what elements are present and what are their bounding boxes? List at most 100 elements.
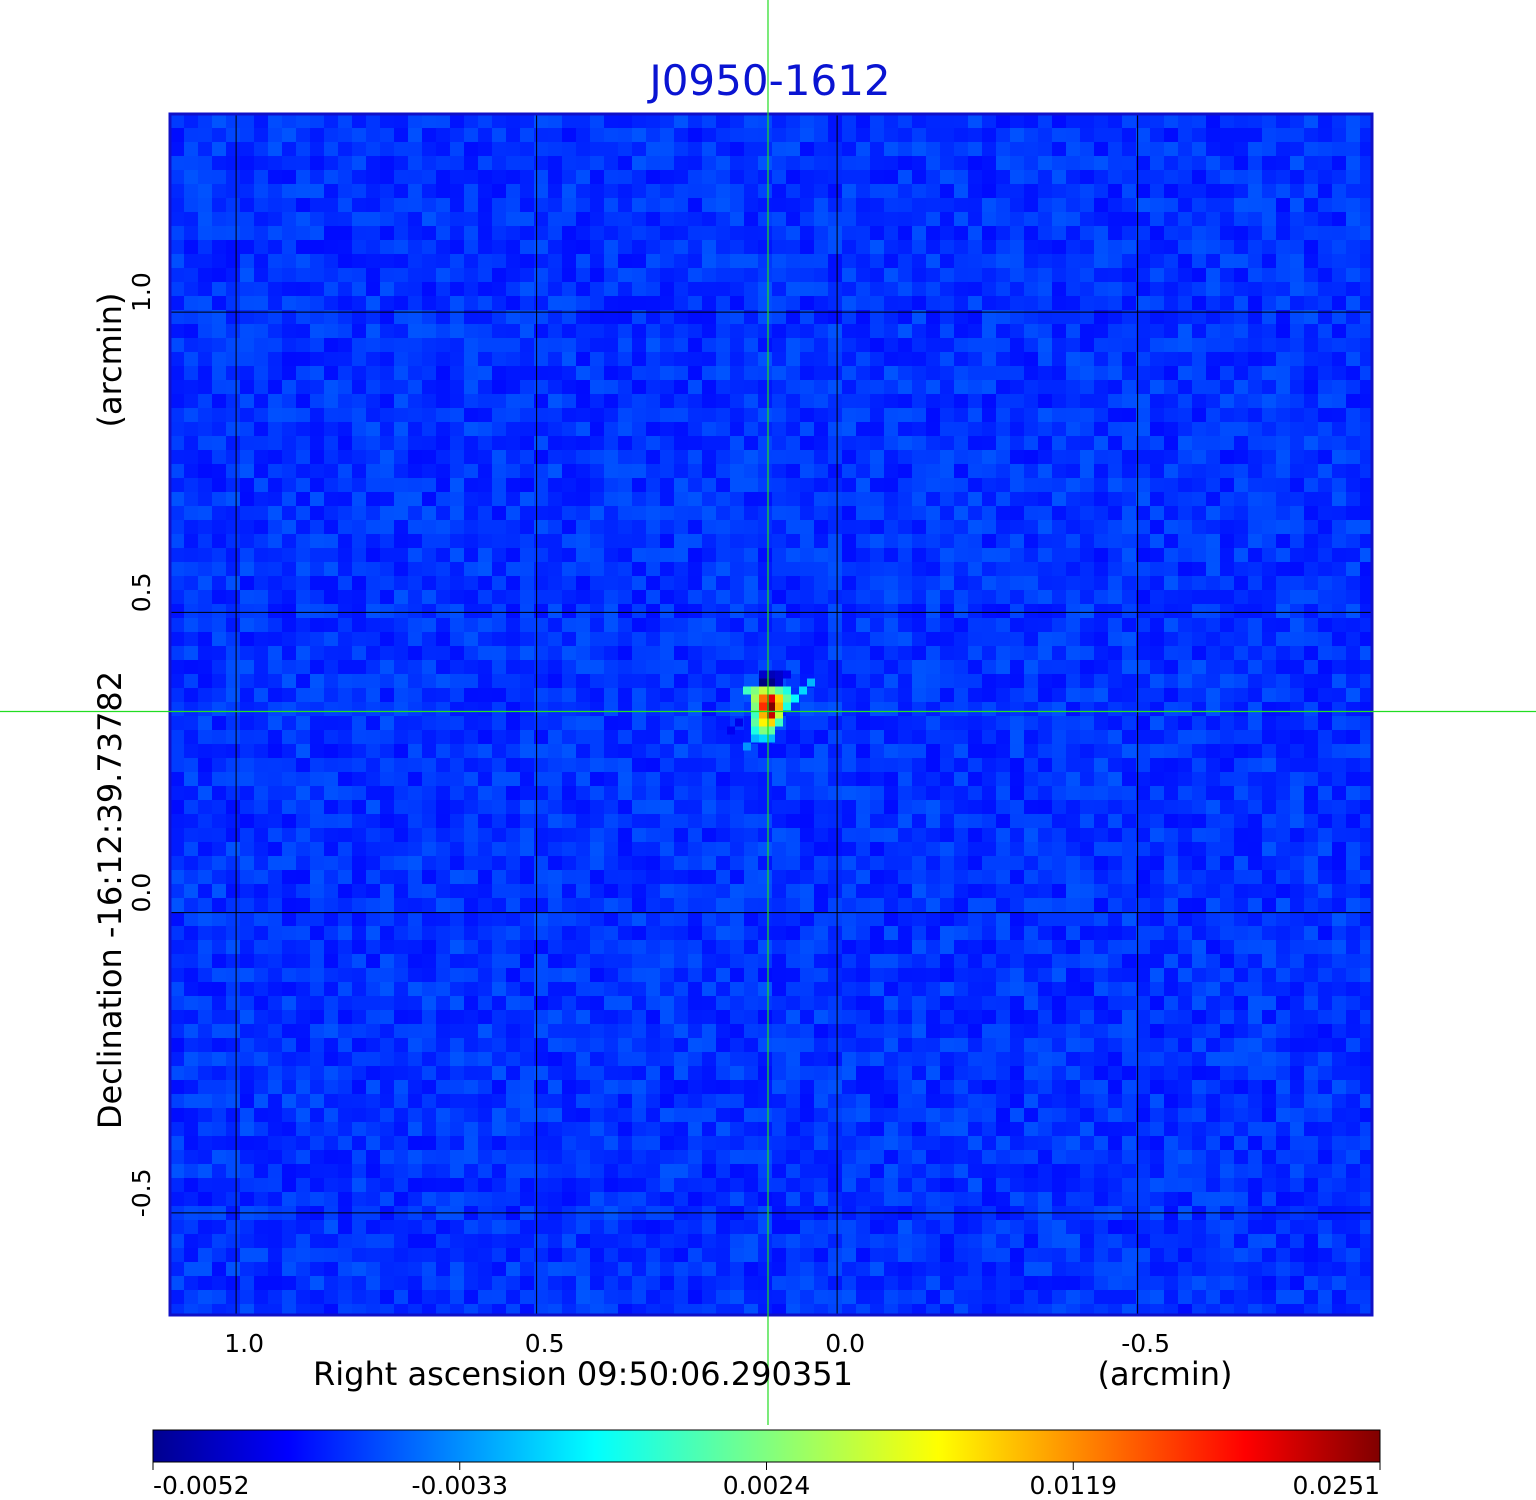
noise-cell (1360, 772, 1372, 786)
noise-cell (464, 674, 478, 688)
noise-cell (562, 828, 576, 842)
noise-cell (282, 786, 296, 800)
noise-cell (1108, 254, 1122, 268)
noise-cell (1150, 590, 1164, 604)
noise-cell (548, 786, 562, 800)
noise-cell (884, 282, 898, 296)
noise-cell (1248, 506, 1262, 520)
noise-cell (898, 842, 912, 856)
noise-cell (996, 786, 1010, 800)
noise-cell (688, 282, 702, 296)
noise-cell (170, 450, 184, 464)
noise-cell (436, 464, 450, 478)
noise-cell (1024, 240, 1038, 254)
noise-cell (1332, 422, 1346, 436)
noise-cell (1248, 184, 1262, 198)
noise-cell (1052, 898, 1066, 912)
noise-cell (1262, 828, 1276, 842)
noise-cell (1248, 450, 1262, 464)
noise-cell (1150, 912, 1164, 926)
noise-cell (1108, 506, 1122, 520)
noise-cell (856, 688, 870, 702)
noise-cell (436, 548, 450, 562)
noise-cell (1332, 562, 1346, 576)
noise-cell (884, 912, 898, 926)
noise-cell (1136, 408, 1150, 422)
noise-cell (1304, 282, 1318, 296)
noise-cell (1052, 450, 1066, 464)
noise-cell (170, 730, 184, 744)
noise-cell (786, 716, 800, 730)
noise-cell (1136, 534, 1150, 548)
noise-cell (576, 562, 590, 576)
noise-cell (1010, 912, 1024, 926)
noise-cell (828, 394, 842, 408)
noise-cell (996, 324, 1010, 338)
noise-cell (450, 240, 464, 254)
noise-cell (604, 226, 618, 240)
noise-cell (772, 786, 786, 800)
noise-cell (1080, 436, 1094, 450)
noise-cell (1332, 198, 1346, 212)
noise-cell (324, 296, 338, 310)
noise-cell (464, 856, 478, 870)
noise-cell (408, 170, 422, 184)
noise-cell (352, 842, 366, 856)
noise-cell (632, 268, 646, 282)
noise-cell (324, 534, 338, 548)
noise-cell (660, 772, 674, 786)
noise-cell (996, 702, 1010, 716)
noise-cell (450, 170, 464, 184)
noise-cell (1276, 548, 1290, 562)
noise-cell (1276, 870, 1290, 884)
noise-cell (618, 898, 632, 912)
noise-cell (1304, 548, 1318, 562)
noise-cell (296, 268, 310, 282)
noise-cell (1332, 800, 1346, 814)
noise-cell (1248, 254, 1262, 268)
noise-cell (352, 352, 366, 366)
noise-cell (1164, 688, 1178, 702)
noise-cell (940, 870, 954, 884)
noise-cell (268, 436, 282, 450)
noise-cell (702, 352, 716, 366)
noise-cell (1220, 856, 1234, 870)
noise-cell (758, 296, 772, 310)
noise-cell (730, 674, 744, 688)
noise-cell (702, 128, 716, 142)
noise-cell (282, 394, 296, 408)
noise-cell (898, 856, 912, 870)
noise-cell (254, 506, 268, 520)
noise-cell (1052, 842, 1066, 856)
noise-cell (170, 660, 184, 674)
noise-cell (1262, 114, 1276, 128)
noise-cell (604, 478, 618, 492)
noise-cell (660, 114, 674, 128)
noise-cell (436, 170, 450, 184)
noise-cell (534, 422, 548, 436)
noise-cell (1276, 324, 1290, 338)
noise-cell (478, 548, 492, 562)
noise-cell (1304, 576, 1318, 590)
noise-cell (534, 828, 548, 842)
noise-cell (968, 786, 982, 800)
noise-cell (1150, 772, 1164, 786)
noise-cell (1290, 268, 1304, 282)
noise-cell (478, 758, 492, 772)
noise-cell (1164, 170, 1178, 184)
noise-cell (758, 870, 772, 884)
noise-cell (492, 212, 506, 226)
noise-cell (226, 268, 240, 282)
noise-cell (842, 142, 856, 156)
noise-cell (198, 436, 212, 450)
noise-cell (1304, 506, 1318, 520)
noise-cell (786, 856, 800, 870)
noise-cell (1318, 660, 1332, 674)
noise-cell (408, 156, 422, 170)
noise-cell (604, 674, 618, 688)
noise-cell (170, 576, 184, 590)
noise-cell (576, 506, 590, 520)
noise-cell (674, 296, 688, 310)
noise-cell (618, 212, 632, 226)
noise-cell (1010, 450, 1024, 464)
